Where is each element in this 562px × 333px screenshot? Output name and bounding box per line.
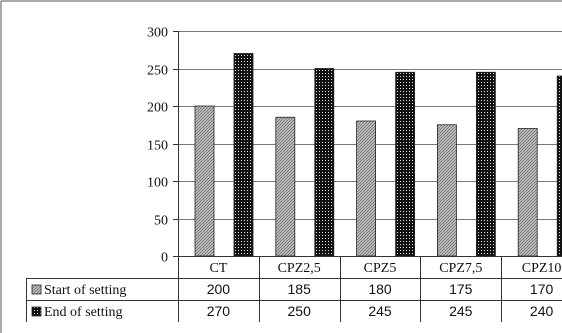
y-tick-label: 200 <box>147 101 168 116</box>
table-cell-value: 250 <box>288 303 312 319</box>
bar-end-CPZ75 <box>475 71 496 257</box>
y-tick-label: 150 <box>147 139 168 154</box>
table-cell-value: 240 <box>530 303 554 319</box>
data-table: CT CPZ2,5 CPZ5 CPZ7,5 CPZ10 Start of setting 2… <box>26 256 562 322</box>
bar-end-CT <box>233 53 254 257</box>
y-tick-label: 50 <box>154 214 168 229</box>
bars <box>194 53 562 257</box>
y-tick-label: 0 <box>161 251 168 266</box>
table-cell-value: 180 <box>368 281 392 297</box>
category-label: CT <box>209 261 227 276</box>
bar-end-CPZ5 <box>395 71 416 257</box>
category-label: CPZ7,5 <box>439 261 482 276</box>
category-label: CPZ10 <box>522 261 562 276</box>
table-cell-value: 270 <box>207 303 231 319</box>
table-cell-value: 185 <box>288 281 312 297</box>
bar-end-CPZ25 <box>314 68 335 257</box>
y-tick-label: 250 <box>147 64 168 79</box>
category-label: CPZ5 <box>364 261 397 276</box>
category-label: CPZ2,5 <box>278 261 321 276</box>
table-cell-value: 175 <box>449 281 473 297</box>
legend-key-start <box>31 284 42 295</box>
series-label: Start of setting <box>44 283 126 298</box>
bar-start-CPZ75 <box>436 124 457 257</box>
bar-start-CT <box>194 105 215 257</box>
bar-end-CPZ10 <box>556 75 562 257</box>
table-cell-value: 200 <box>207 281 231 297</box>
bar-start-CPZ10 <box>517 128 538 257</box>
table-cell-value: 245 <box>368 303 392 319</box>
series-label: End of setting <box>44 305 123 320</box>
y-axis: 0 50 100 150 200 250 300 <box>147 26 179 266</box>
table-cell-value: 170 <box>530 281 554 297</box>
y-tick-label: 100 <box>147 176 168 191</box>
bar-start-CPZ5 <box>356 120 377 257</box>
bar-start-CPZ25 <box>275 116 296 257</box>
table-cell-value: 245 <box>449 303 473 319</box>
legend-key-end <box>31 306 42 317</box>
y-tick-label: 300 <box>147 26 168 41</box>
